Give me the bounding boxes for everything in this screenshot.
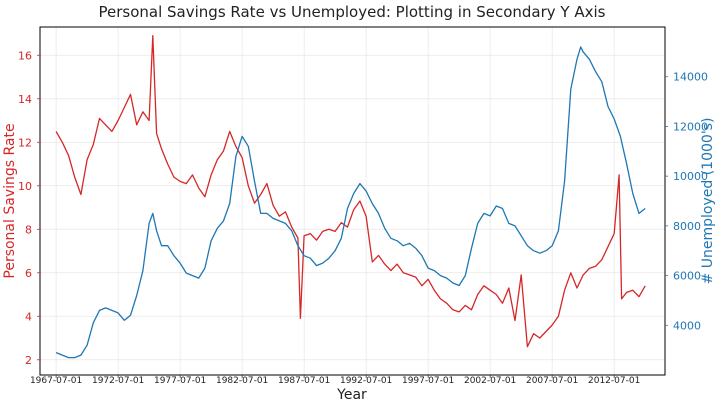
x-axis-ticks: 1967-07-01 1972-07-01 1977-07-01 1982-07-01… (30, 375, 640, 386)
x-tick-label: 1967-07-01 (30, 376, 82, 386)
x-tick-label: 1992-07-01 (340, 376, 392, 386)
y-right-tick-label: 6000 (673, 270, 701, 283)
plot-frame (39, 26, 666, 376)
y-left-tick-label: 6 (25, 267, 32, 280)
y-right-tick-label: 4000 (673, 319, 701, 332)
x-tick-label: 1972-07-01 (92, 376, 144, 386)
x-tick-label: 1977-07-01 (154, 376, 206, 386)
x-tick-label: 1987-07-01 (278, 376, 330, 386)
y-right-tick-label: 8000 (673, 220, 701, 233)
gridlines (40, 27, 665, 375)
y-right-tick-label: 10000 (673, 170, 708, 183)
y-axis-right-title: # Unemployed (1000's) (700, 118, 716, 285)
x-tick-label: 2012-07-01 (588, 376, 640, 386)
series-layer (55, 35, 646, 359)
y-axis-left-ticks: 2 4 6 8 10 12 14 16 (18, 49, 40, 367)
y-axis-left-title: Personal Savings Rate (2, 123, 18, 278)
y-left-tick-label: 8 (25, 223, 32, 236)
x-tick-label: 1997-07-01 (402, 376, 454, 386)
y-left-tick-label: 2 (25, 354, 32, 367)
chart-title: Personal Savings Rate vs Unemployed: Plo… (99, 3, 606, 21)
unemployed-line (55, 46, 646, 359)
y-axis-right-ticks: 4000 6000 8000 10000 12000 14000 (665, 71, 708, 332)
y-left-tick-label: 16 (18, 49, 32, 62)
x-tick-label: 1982-07-01 (216, 376, 268, 386)
y-left-tick-label: 10 (18, 180, 32, 193)
y-left-tick-label: 4 (25, 310, 32, 323)
x-tick-label: 2002-07-01 (464, 376, 516, 386)
y-left-tick-label: 12 (18, 136, 32, 149)
x-axis-title: Year (336, 387, 367, 403)
y-left-tick-label: 14 (18, 93, 32, 106)
y-right-tick-label: 12000 (673, 120, 708, 133)
savings-rate-line (55, 35, 646, 348)
y-right-tick-label: 14000 (673, 71, 708, 84)
x-tick-label: 2007-07-01 (526, 376, 578, 386)
